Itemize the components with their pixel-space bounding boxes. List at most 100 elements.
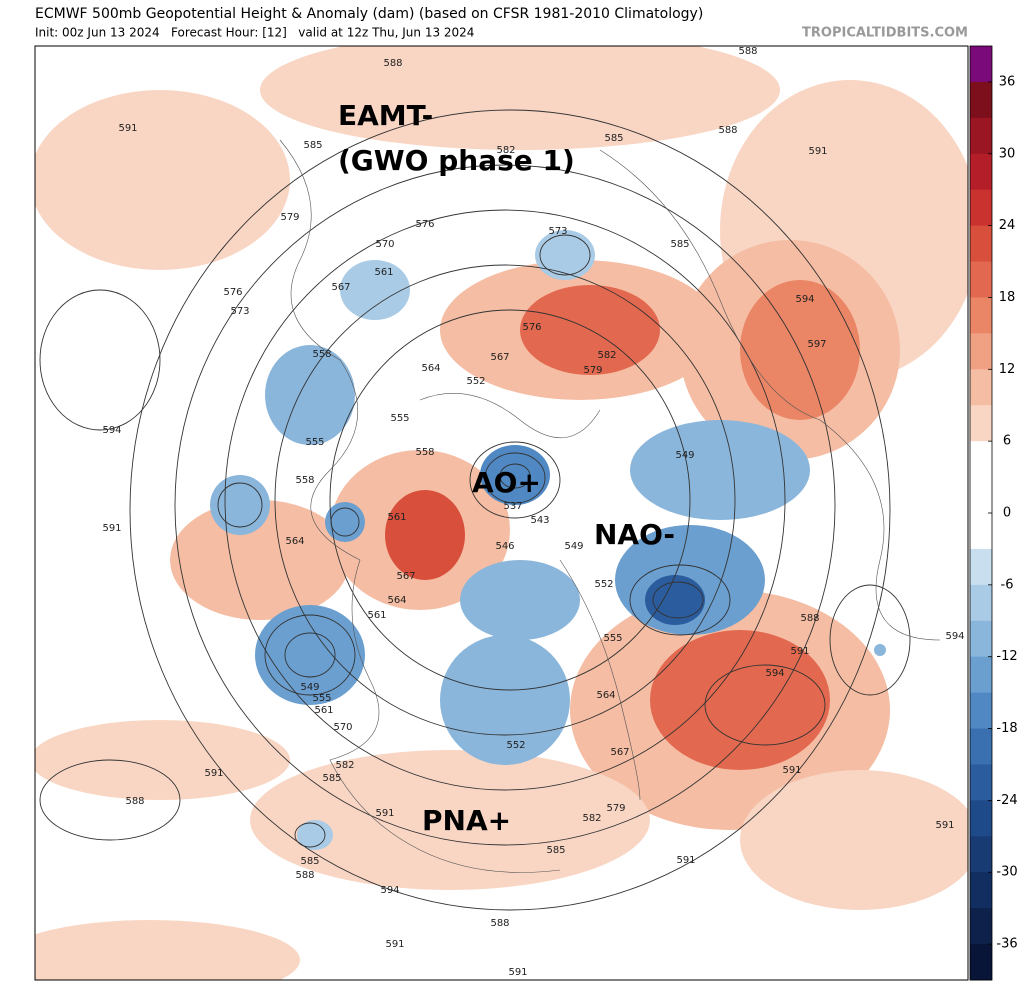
contour-label: 585 — [303, 140, 322, 151]
contour-label: 588 — [490, 918, 509, 929]
contour-label: 591 — [102, 523, 121, 534]
contour-label: 597 — [807, 339, 826, 350]
colorbar-band — [970, 872, 992, 909]
contour-label: 564 — [596, 690, 615, 701]
contour-label: 594 — [945, 631, 964, 642]
contour-label: 549 — [564, 541, 583, 552]
contour-label: 582 — [335, 760, 354, 771]
contour-label: 564 — [421, 363, 440, 374]
annotation: PNA+ — [422, 804, 511, 837]
contour-label: 594 — [380, 885, 399, 896]
contour-label: 591 — [118, 123, 137, 134]
map — [35, 46, 968, 980]
contour-label: 561 — [374, 267, 393, 278]
contour-label: 576 — [415, 219, 434, 230]
colorbar-tick-label: -36 — [996, 937, 1017, 952]
contour-label: 561 — [367, 610, 386, 621]
contour-label: 552 — [506, 740, 525, 751]
colorbar-band — [970, 297, 992, 334]
colorbar-tick-label: -6 — [1001, 577, 1014, 592]
contour-label: 579 — [606, 803, 625, 814]
contour-label: 579 — [280, 212, 299, 223]
contour-label: 588 — [295, 870, 314, 881]
colorbar-band — [970, 692, 992, 730]
contour-label: 561 — [387, 512, 406, 523]
colorbar-band — [970, 764, 992, 801]
contour-label: 594 — [765, 668, 784, 679]
colorbar-band — [970, 584, 992, 622]
contour-label: 591 — [790, 646, 809, 657]
contour-label: 588 — [738, 46, 757, 57]
contour-label: 567 — [610, 747, 629, 758]
colorbar-band — [970, 728, 992, 765]
colorbar-band — [970, 620, 992, 658]
contour-label: 573 — [230, 306, 249, 317]
contour-label: 543 — [530, 515, 549, 526]
contour-label: 561 — [314, 705, 333, 716]
contour-label: 588 — [800, 613, 819, 624]
contour-label: 585 — [604, 133, 623, 144]
colorbar-tick-label: 30 — [999, 146, 1016, 161]
contour-label: 591 — [385, 939, 404, 950]
contour-label: 588 — [718, 125, 737, 136]
contour-label: 582 — [496, 145, 515, 156]
colorbar-band — [970, 405, 992, 442]
contour-label: 549 — [300, 682, 319, 693]
contour-label: 555 — [603, 633, 622, 644]
colorbar-band — [970, 836, 992, 873]
contour-label: 555 — [312, 693, 331, 704]
contour-labels: 588 591 585 582 585 588 591 588 579 576 573 570 585 5… — [102, 46, 964, 978]
contour-label: 591 — [935, 820, 954, 831]
colorbar-band — [970, 548, 992, 586]
contour-label: 564 — [387, 595, 406, 606]
contour-label: 558 — [295, 475, 314, 486]
contour-label: 591 — [676, 855, 695, 866]
contour-label: 564 — [285, 536, 304, 547]
colorbar-band — [970, 189, 992, 227]
contour-label: 594 — [795, 294, 814, 305]
colorbar-band — [970, 908, 992, 945]
colorbar-tick-label: -24 — [996, 793, 1017, 808]
title: ECMWF 500mb Geopotential Height & Anomal… — [35, 6, 703, 22]
contour-label: 579 — [583, 365, 602, 376]
contour-label: 585 — [322, 773, 341, 784]
colorbar-tick-label: 36 — [999, 74, 1016, 89]
contour-label: 573 — [548, 226, 567, 237]
contour-label: 588 — [125, 796, 144, 807]
colorbar-band — [970, 369, 992, 406]
colorbar-band — [970, 333, 992, 370]
contour-label: 588 — [383, 58, 402, 69]
height-contours — [39, 109, 911, 911]
colorbar-tick-label: 24 — [999, 218, 1016, 233]
contour-label: 591 — [782, 765, 801, 776]
colorbar-band — [970, 656, 992, 694]
contour-label: 585 — [546, 845, 565, 856]
contour-label: 576 — [223, 287, 242, 298]
annotations: EAMT- (GWO phase 1) AO+ NAO- PNA+ — [338, 99, 675, 837]
contour-label: 576 — [522, 322, 541, 333]
contour-label: 585 — [670, 239, 689, 250]
colorbar-tick-label: -18 — [996, 721, 1017, 736]
colorbar-tick-label: -30 — [996, 865, 1017, 880]
colorbar-band — [970, 261, 992, 298]
contour-label: 552 — [594, 579, 613, 590]
annotation: (GWO phase 1) — [338, 144, 575, 177]
colorbar: 36 30 24 18 12 6 0 -6 -12 -18 -24 -30 -36 — [969, 45, 1018, 981]
colorbar-band — [970, 46, 992, 83]
contour-label: 594 — [102, 425, 121, 436]
annotation: AO+ — [472, 466, 541, 499]
annotation: EAMT- — [338, 99, 433, 132]
colorbar-tick-label: 12 — [999, 362, 1016, 377]
contour-label: 585 — [300, 856, 319, 867]
colorbar-band — [970, 513, 992, 550]
contour-label: 552 — [466, 376, 485, 387]
colorbar-band — [970, 81, 992, 119]
contour-label: 567 — [331, 282, 350, 293]
colorbar-tick-label: 6 — [1003, 434, 1011, 449]
contour-label: 555 — [305, 437, 324, 448]
contour-label: 546 — [495, 541, 514, 552]
colorbar-band — [970, 800, 992, 837]
annotation: NAO- — [594, 518, 675, 551]
contour-label: 591 — [508, 967, 527, 978]
